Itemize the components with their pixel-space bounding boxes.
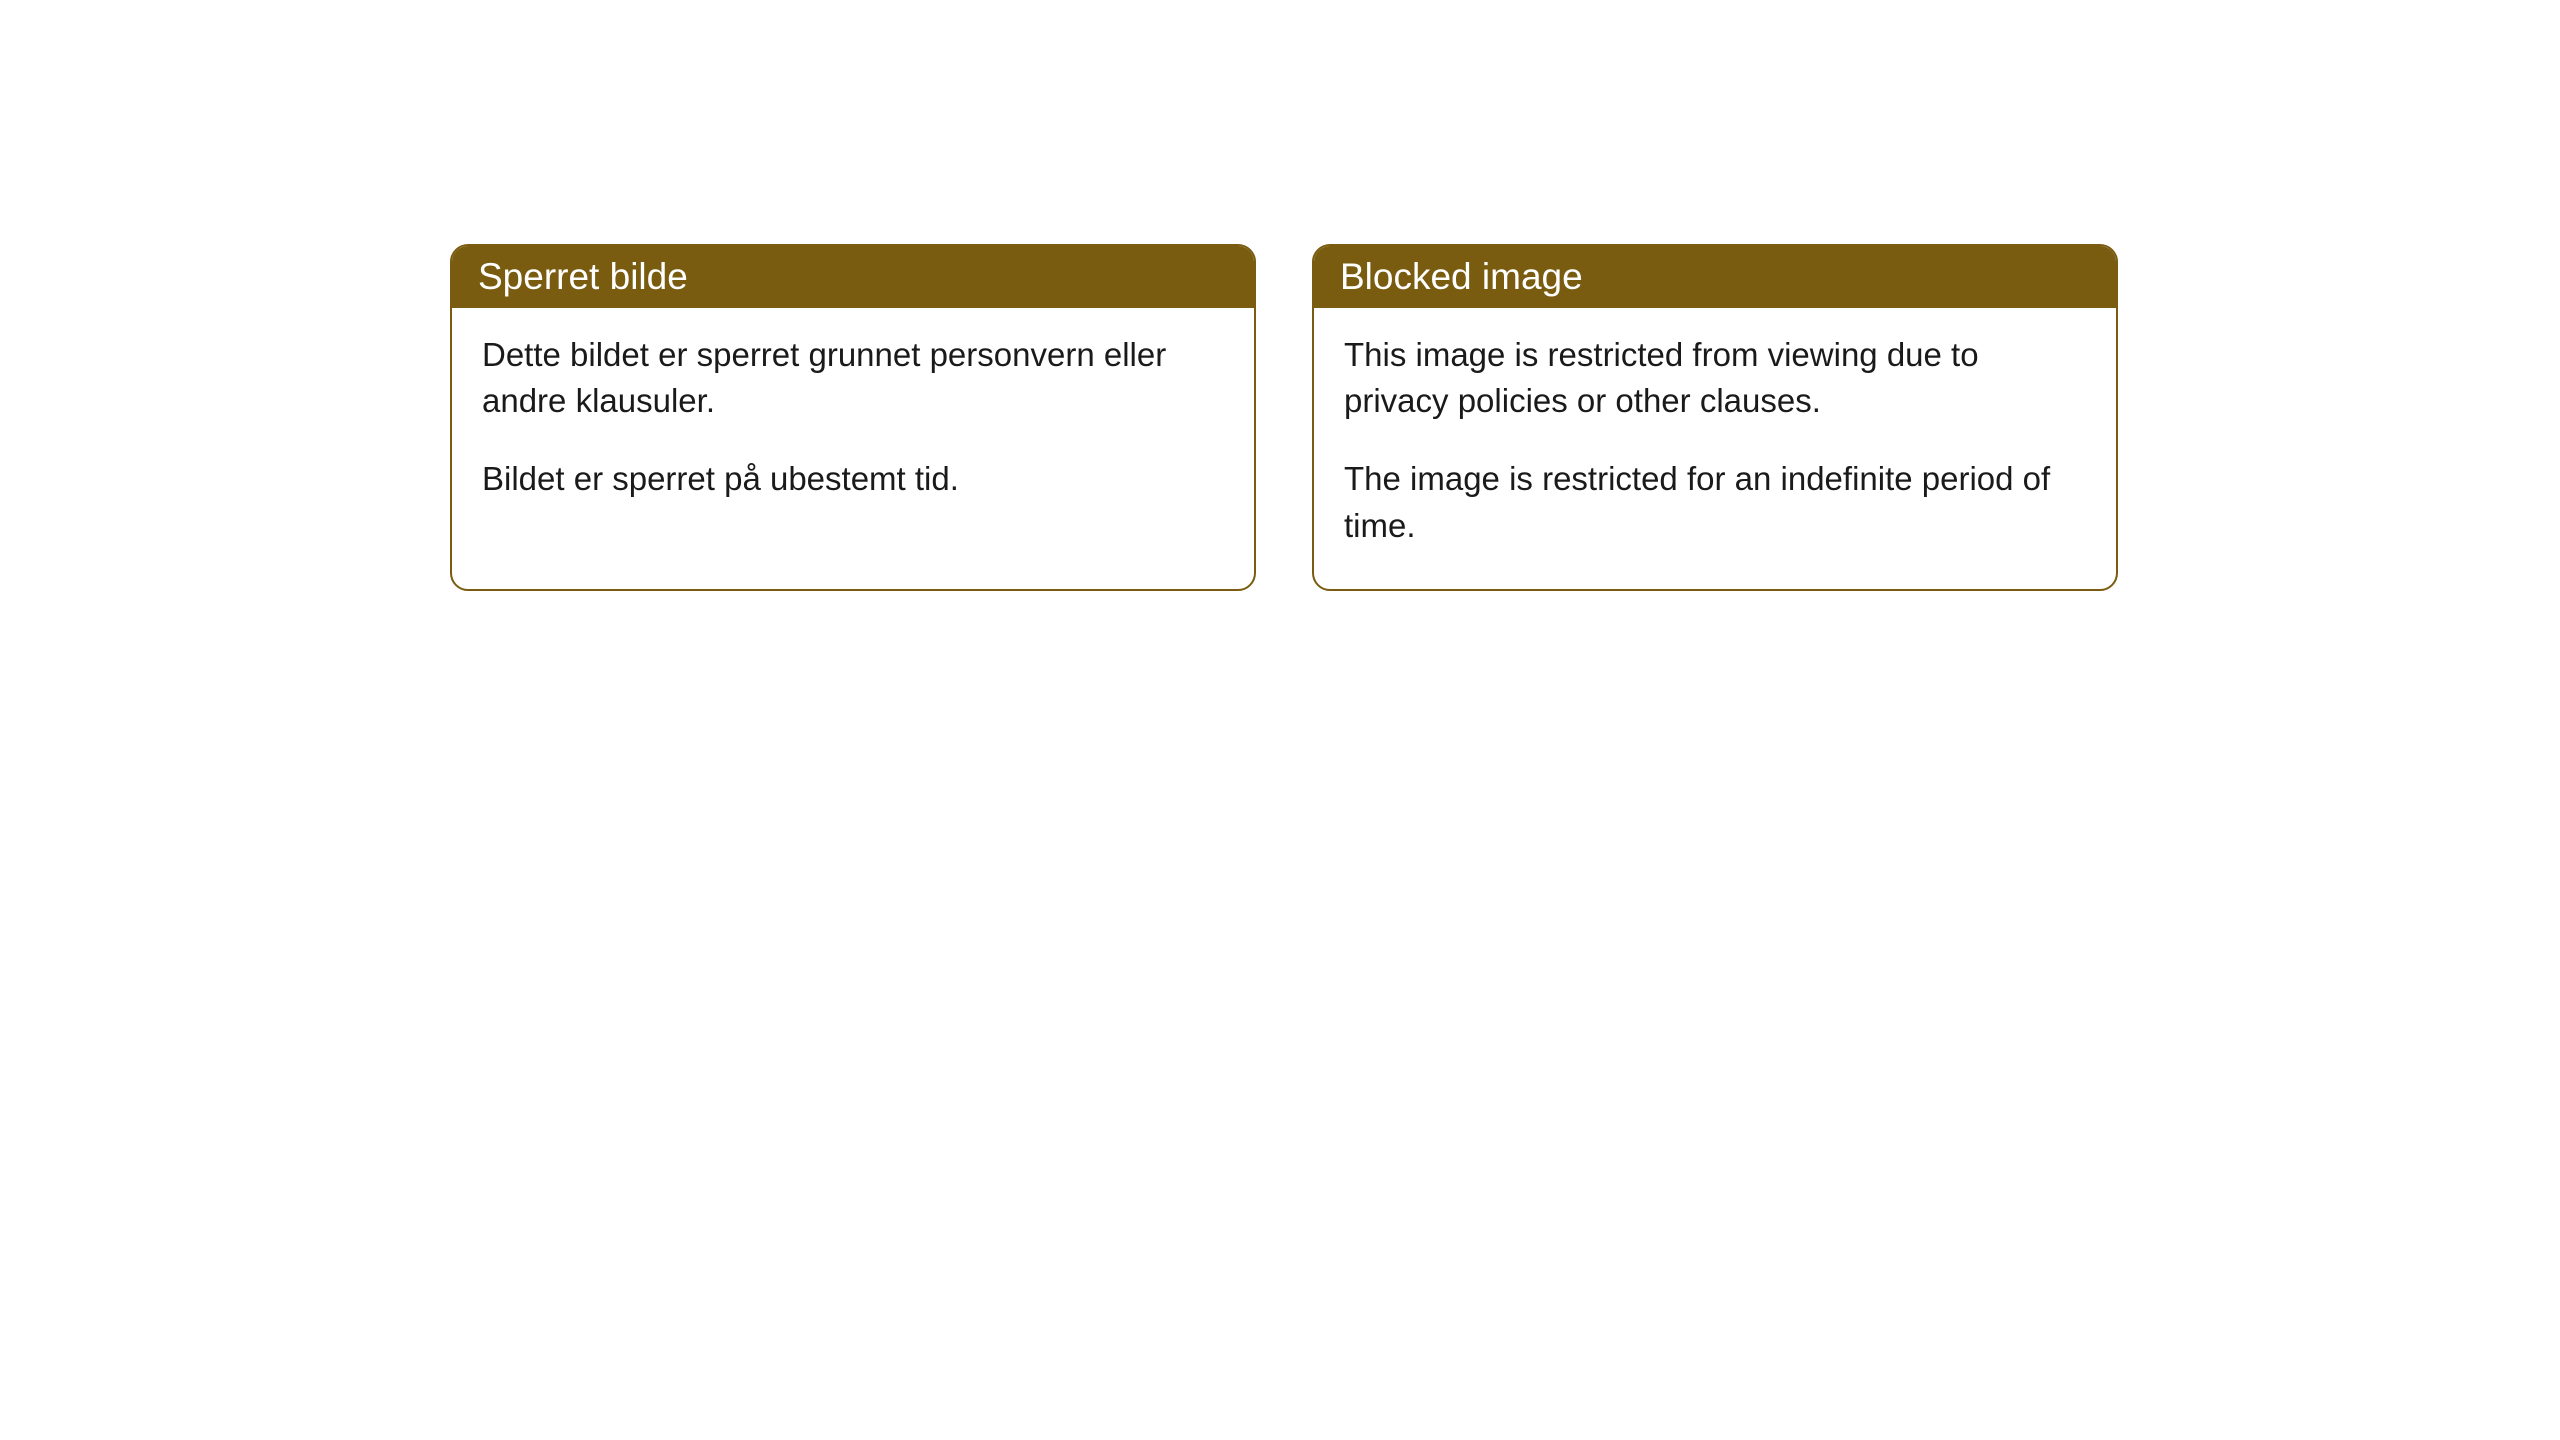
card-paragraph-2-norwegian: Bildet er sperret på ubestemt tid. bbox=[482, 456, 1224, 502]
card-body-norwegian: Dette bildet er sperret grunnet personve… bbox=[452, 308, 1254, 543]
blocked-image-card-english: Blocked image This image is restricted f… bbox=[1312, 244, 2118, 591]
blocked-image-card-norwegian: Sperret bilde Dette bildet er sperret gr… bbox=[450, 244, 1256, 591]
card-paragraph-1-norwegian: Dette bildet er sperret grunnet personve… bbox=[482, 332, 1224, 424]
card-paragraph-2-english: The image is restricted for an indefinit… bbox=[1344, 456, 2086, 548]
card-paragraph-1-english: This image is restricted from viewing du… bbox=[1344, 332, 2086, 424]
cards-container: Sperret bilde Dette bildet er sperret gr… bbox=[0, 0, 2560, 591]
card-header-english: Blocked image bbox=[1314, 246, 2116, 308]
card-body-english: This image is restricted from viewing du… bbox=[1314, 308, 2116, 589]
card-header-norwegian: Sperret bilde bbox=[452, 246, 1254, 308]
